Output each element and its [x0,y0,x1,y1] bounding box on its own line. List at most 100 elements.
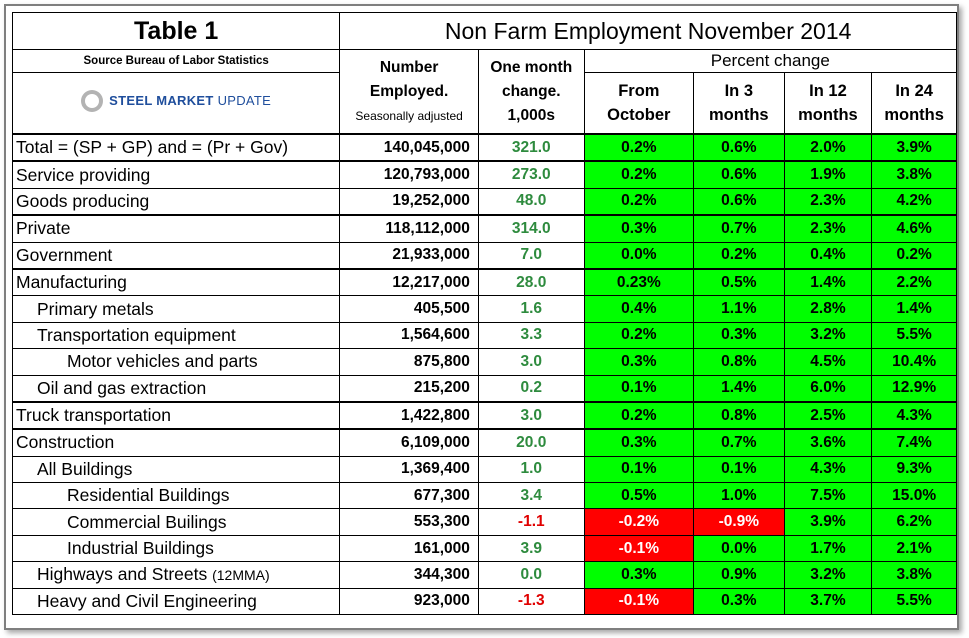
pct-from-october: 0.5% [583,482,695,510]
number-employed: 875,800 [339,348,479,376]
pct-in-24-months: 3.8% [871,561,957,589]
number-employed: 140,045,000 [339,132,479,162]
row-label: Transportation equipment [11,321,341,350]
header-in-12-months: In 12 months [783,72,873,135]
row-label: Heavy and Civil Engineering [11,587,341,616]
pct-in-12-months: 3.7% [783,587,873,616]
pct-in-12-months: 4.3% [783,455,873,484]
table-row: All Buildings 1,369,400 1.0 0.1% 0.1% 4.3% 9.3… [11,455,957,484]
table-row: Government 21,933,000 7.0 0.0% 0.2% 0.4% 0.2% [11,241,957,270]
one-month-change: 314.0 [477,214,585,243]
pct-in-24-months: 9.3% [871,455,957,484]
number-employed: 1,422,800 [339,400,479,430]
pct-in-12-months: 0.4% [783,241,873,270]
number-employed: 19,252,000 [339,187,479,216]
pct-in-24-months: 10.4% [871,348,957,376]
table-row: Private 118,112,000 314.0 0.3% 0.7% 2.3% 4.6% [11,214,957,243]
pct-in-12-months: 2.0% [783,132,873,162]
pct-in-3-months: 0.6% [693,160,785,189]
pct-from-october: 0.3% [583,214,695,243]
pct-in-12-months: 1.7% [783,534,873,563]
pct-from-october: 0.1% [583,374,695,403]
table-row: Oil and gas extraction 215,200 0.2 0.1% 1.4%… [11,374,957,403]
pct-in-3-months: 0.9% [693,561,785,589]
one-month-change: 0.2 [477,374,585,403]
header-number-employed: Number Employed. Seasonally adjusted [339,49,479,135]
steel-market-update-logo-icon [81,89,104,112]
table-row: Transportation equipment 1,564,600 3.3 0.2%… [11,321,957,350]
pct-from-october: 0.2% [583,132,695,162]
one-month-change: 1.6 [477,295,585,323]
pct-in-12-months: 2.3% [783,214,873,243]
one-month-change: 3.0 [477,348,585,376]
pct-in-24-months: 7.4% [871,428,957,457]
pct-from-october: 0.3% [583,561,695,589]
pct-in-12-months: 3.9% [783,508,873,536]
pct-from-october: 0.2% [583,400,695,430]
pct-from-october: -0.2% [583,508,695,536]
pct-in-3-months: 0.8% [693,400,785,430]
row-label: Manufacturing [11,267,341,297]
row-label: Goods producing [11,187,341,216]
one-month-change: 28.0 [477,267,585,297]
header-one-month-change: One month change. 1,000s [477,49,585,135]
pct-in-24-months: 0.2% [871,241,957,270]
table-row: Manufacturing 12,217,000 28.0 0.23% 0.5% 1.4%… [11,267,957,297]
pct-in-3-months: 0.8% [693,348,785,376]
table-row: Industrial Buildings 161,000 3.9 -0.1% 0.0% 1… [11,534,957,563]
pct-in-3-months: 0.3% [693,321,785,350]
number-employed: 21,933,000 [339,241,479,270]
number-employed: 6,109,000 [339,428,479,457]
table-body: Total = (SP + GP) and = (Pr + Gov) 140,04… [11,132,957,616]
pct-in-12-months: 1.4% [783,267,873,297]
number-employed: 344,300 [339,561,479,589]
pct-in-12-months: 6.0% [783,374,873,403]
header-in-3-months: In 3 months [693,72,785,135]
header-from-october: From October [583,72,695,135]
table-row: Total = (SP + GP) and = (Pr + Gov) 140,04… [11,132,957,162]
pct-in-12-months: 3.2% [783,321,873,350]
row-label: Construction [11,428,341,457]
pct-in-3-months: 1.4% [693,374,785,403]
one-month-change: 20.0 [477,428,585,457]
pct-in-12-months: 2.3% [783,187,873,216]
pct-from-october: 0.3% [583,428,695,457]
pct-from-october: 0.1% [583,455,695,484]
pct-in-24-months: 1.4% [871,295,957,323]
pct-in-24-months: 3.8% [871,160,957,189]
header-percent-change: Percent change [583,49,958,73]
number-employed: 923,000 [339,587,479,616]
pct-in-12-months: 2.5% [783,400,873,430]
pct-from-october: 0.2% [583,160,695,189]
pct-in-24-months: 12.9% [871,374,957,403]
one-month-change: -1.1 [477,508,585,536]
pct-from-october: 0.3% [583,348,695,376]
one-month-change: 3.3 [477,321,585,350]
pct-in-3-months: 0.1% [693,455,785,484]
table-row: Service providing 120,793,000 273.0 0.2% 0.6… [11,160,957,189]
row-label: Residential Buildings [11,482,341,510]
pct-from-october: 0.0% [583,241,695,270]
pct-in-3-months: 1.0% [693,482,785,510]
pct-from-october: -0.1% [583,534,695,563]
one-month-change: 3.0 [477,400,585,430]
pct-from-october: 0.4% [583,295,695,323]
table-row: Motor vehicles and parts 875,800 3.0 0.3% 0.… [11,348,957,376]
number-employed: 161,000 [339,534,479,563]
one-month-change: 48.0 [477,187,585,216]
row-label: Truck transportation [11,400,341,430]
number-employed: 677,300 [339,482,479,510]
pct-in-3-months: 0.2% [693,241,785,270]
pct-in-3-months: 0.3% [693,587,785,616]
pct-in-24-months: 3.9% [871,132,957,162]
pct-in-24-months: 4.2% [871,187,957,216]
one-month-change: 321.0 [477,132,585,162]
row-label: Motor vehicles and parts [11,348,341,376]
table-row: Residential Buildings 677,300 3.4 0.5% 1.0% 7… [11,482,957,510]
pct-in-3-months: 0.6% [693,132,785,162]
number-employed: 12,217,000 [339,267,479,297]
pct-in-3-months: 0.6% [693,187,785,216]
pct-in-24-months: 6.2% [871,508,957,536]
pct-in-24-months: 2.1% [871,534,957,563]
pct-in-24-months: 5.5% [871,587,957,616]
